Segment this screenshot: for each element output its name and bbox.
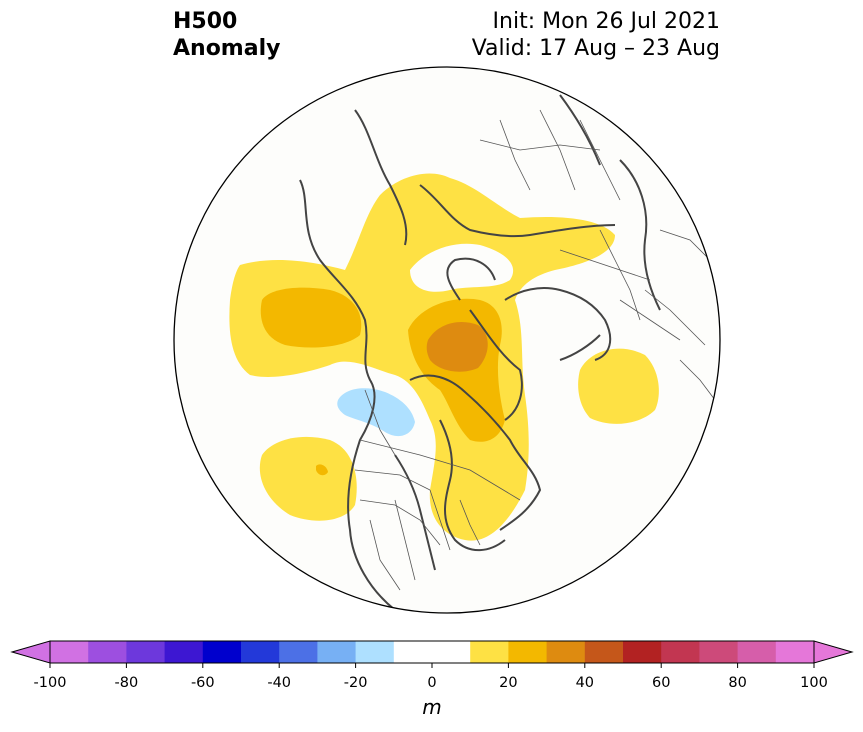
colorbar-swatches [50,641,815,663]
anomaly-contour-atlantic [578,348,659,424]
colorbar-swatch [202,641,242,663]
title-type: Anomaly [173,36,281,61]
colorbar-tick-label: 40 [576,675,594,691]
colorbar-extend-high [813,640,854,664]
colorbar-swatch [699,641,739,663]
colorbar-swatch [164,641,204,663]
colorbar-tick-label: -100 [34,675,67,691]
colorbar-tick-label: -80 [115,675,139,691]
colorbar-swatch [584,641,624,663]
anomaly-contour-negative [337,388,415,437]
title-field: H500 [173,9,238,34]
colorbar-swatch [50,641,89,663]
map-subtitle: Init: Mon 26 Jul 2021 Valid: 17 Aug – 23… [472,8,720,62]
colorbar-tick-label: 0 [427,675,436,691]
colorbar-unit-label: m [422,695,441,719]
colorbar-swatch [470,641,509,663]
globe-outline [173,66,721,614]
valid-range: Valid: 17 Aug – 23 Aug [471,36,720,61]
colorbar-swatch [88,641,127,663]
colorbar-ticks: -100 -80 -60 -40 -20 0 20 40 60 80 100 [34,663,828,691]
political-borders [354,109,716,591]
colorbar-swatch [393,641,433,663]
colorbar-tick-label: -60 [191,675,215,691]
colorbar-swatch [508,641,548,663]
map-title: H500 Anomaly [173,8,280,62]
colorbar-swatch [546,641,586,663]
colorbar-tick-label: -20 [344,675,368,691]
colorbar-swatch [661,641,700,663]
anomaly-contour-pacific [259,436,357,521]
anomaly-contour-pacific-spot [316,464,328,476]
colorbar-tick-label: 100 [800,675,828,691]
init-time: Init: Mon 26 Jul 2021 [492,9,720,34]
colorbar-swatch [317,641,357,663]
colorbar-tick-label: 20 [499,675,517,691]
colorbar-extend-low [10,640,51,664]
colorbar-swatch [241,641,280,663]
anomaly-field [229,94,716,611]
anomaly-contour-alaska-core [260,287,362,348]
colorbar-swatch [623,641,662,663]
colorbar-tick-label: 60 [652,675,670,691]
colorbar-swatch [126,641,166,663]
colorbar-swatch [279,641,318,663]
colorbar-swatch [737,641,777,663]
colorbar-tick-label: 80 [728,675,746,691]
colorbar-swatch [432,641,471,663]
colorbar-swatch [355,641,395,663]
colorbar: -100 -80 -60 -40 -20 0 20 40 60 80 100 m [10,640,854,719]
colorbar-swatch [775,641,815,663]
anomaly-gap [410,243,514,292]
anomaly-contour-arctic-max [426,321,488,372]
coastlines [299,94,661,611]
colorbar-tick-label: -40 [267,675,291,691]
